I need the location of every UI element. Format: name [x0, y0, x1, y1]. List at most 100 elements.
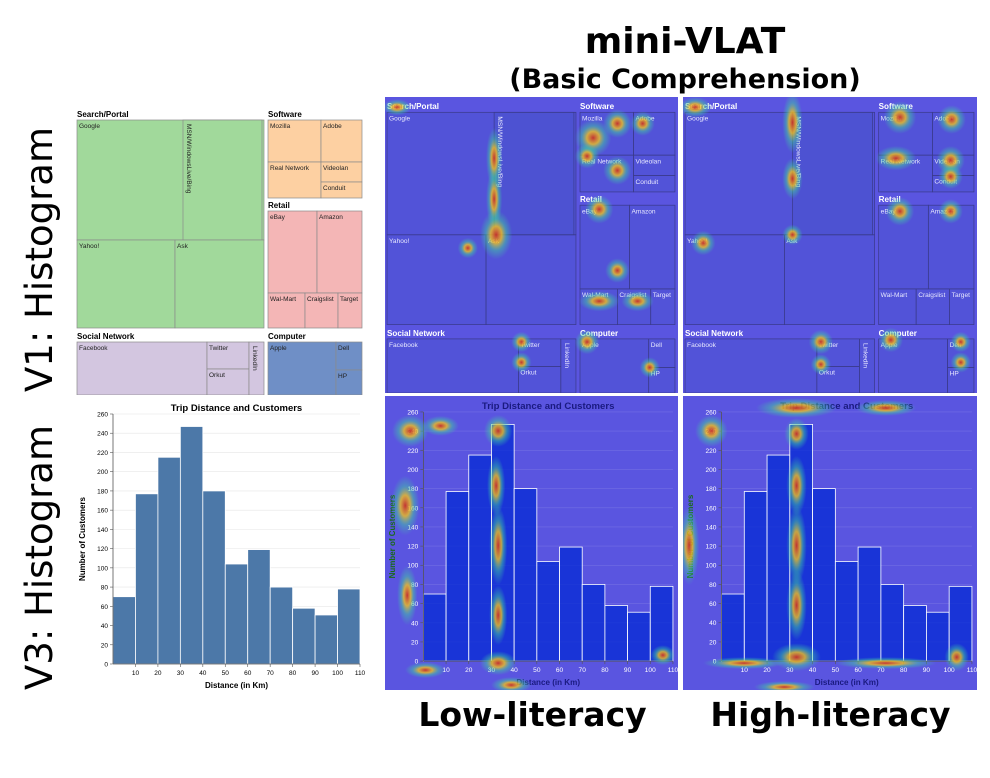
histogram-bar	[422, 593, 447, 662]
treemap-item-label-msn-windowslive-bing: MSN/WindowsLive/Bing	[795, 116, 802, 187]
histogram-bar	[202, 490, 226, 665]
x-tick-label: 80	[900, 667, 908, 674]
row-label-v1: V1: Histogram	[18, 126, 61, 392]
heatmap-hotspot	[695, 414, 728, 447]
x-tick-label: 100	[944, 667, 955, 674]
y-tick-label: 80	[709, 582, 717, 589]
heatmap-hotspot	[938, 164, 963, 189]
histogram-bar	[903, 605, 927, 662]
y-tick-label: 120	[407, 544, 418, 551]
treemap-cell-adobe	[320, 119, 363, 163]
treemap-item-label-real-network: Real Network	[270, 165, 310, 172]
histogram-bar	[314, 614, 338, 665]
y-tick-label: 100	[705, 563, 716, 570]
treemap-original: Search/Portal Google MSN/WindowsLive/Bing Y…	[75, 105, 365, 396]
treemap-cell-dell	[335, 341, 363, 371]
histogram-bar	[559, 546, 583, 662]
heatmap-hotspot	[855, 399, 917, 416]
treemap-cell-yahoo	[76, 239, 176, 329]
heatmap-hotspot	[603, 109, 632, 138]
histogram-bar	[812, 488, 836, 662]
treemap-group-label-social-network: Social Network	[77, 332, 135, 341]
treemap-item-label-amazon: Amazon	[319, 214, 343, 221]
heatmap-hotspot	[950, 352, 971, 373]
treemap-cell-msn-windowslive-bing	[493, 111, 575, 236]
heatmap-hotspot	[397, 565, 418, 626]
heatmap-hotspot	[944, 643, 969, 672]
heatmap-hotspot	[703, 657, 785, 670]
heatmap-hotspot	[782, 224, 803, 245]
treemap-cell-craigslist	[304, 292, 339, 329]
heatmap-hotspot	[578, 290, 620, 312]
y-tick-label: 0	[415, 659, 419, 666]
heatmap-hotspot	[605, 258, 630, 283]
treemap-cell-wal-mart	[267, 292, 306, 329]
treemap-item-label-google: Google	[687, 115, 709, 122]
treemap-item-label-orkut: Orkut	[819, 370, 835, 377]
x-axis-label: Distance (in Km)	[205, 681, 268, 690]
x-tick-label: 110	[355, 670, 365, 677]
heatmap-hotspot	[479, 210, 513, 260]
heatmap-hotspot	[639, 357, 660, 378]
treemap-cell-msn-windowslive-bing	[182, 119, 263, 241]
treemap-item-label-wal-mart: Wal-Mart	[270, 296, 296, 303]
x-tick-label: 10	[442, 667, 450, 674]
histogram-bar	[536, 561, 560, 662]
treemap-item-label-orkut: Orkut	[520, 370, 536, 377]
x-tick-label: 110	[967, 667, 977, 674]
x-tick-label: 100	[332, 670, 343, 677]
treemap-cell-conduit	[633, 175, 676, 193]
histogram-bar	[627, 611, 651, 662]
x-axis-label: Distance (in Km)	[815, 678, 879, 687]
treemap-svg: Search/PortalGoogleMSN/WindowsLive/BingY…	[678, 91, 977, 394]
treemap-item-label-videolan: Videolan	[636, 158, 662, 165]
treemap-cell-orkut	[206, 368, 250, 396]
x-tick-label: 30	[786, 667, 794, 674]
histogram-original: Trip Distance and Customers 0 20 40 60 80 100 1…	[75, 398, 366, 693]
heatmap-hotspot	[489, 585, 508, 646]
treemap-group-label-computer: Computer	[580, 329, 619, 338]
histogram-svg: Trip Distance and Customers 0 20 40 60 80 100 1…	[78, 403, 366, 690]
treemap-group-label-search-portal: Search/Portal	[77, 110, 129, 119]
heatmap-hotspot	[691, 230, 716, 256]
heatmap-hotspot	[772, 643, 821, 672]
x-tick-label: 20	[154, 670, 162, 677]
heatmap-hotspot	[938, 199, 963, 224]
y-axis-label: Number of Customers	[388, 494, 397, 578]
x-tick-label: 60	[556, 667, 564, 674]
treemap-group-label-social-network: Social Network	[685, 329, 744, 338]
x-tick-label: 60	[244, 670, 252, 677]
treemap-cell-apple	[267, 341, 337, 396]
y-tick-label: 40	[101, 623, 109, 630]
treemap-cell-amazon	[629, 204, 676, 290]
histogram-bar	[766, 454, 791, 662]
heatmap-hotspot	[405, 662, 446, 679]
treemap-cell-facebook	[76, 341, 208, 396]
heatmap-hotspot	[950, 331, 971, 353]
heatmap-hotspot	[782, 91, 803, 154]
heatmap-hotspot	[511, 331, 532, 353]
x-tick-label: 40	[809, 667, 817, 674]
treemap-cell-target	[949, 288, 975, 325]
heatmap-hotspot	[678, 97, 712, 118]
treemap-cell-mozilla	[267, 119, 322, 163]
heatmap-hotspot	[585, 194, 614, 224]
heatmap-hotspot	[382, 99, 412, 116]
y-tick-label: 220	[407, 448, 418, 455]
x-tick-label: 90	[311, 670, 319, 677]
heatmap-hotspot	[630, 111, 655, 136]
heatmap-hotspot	[883, 101, 917, 134]
x-tick-label: 90	[624, 667, 632, 674]
heatmap-hotspot	[784, 417, 809, 450]
treemap-item-label-google: Google	[79, 123, 100, 130]
y-tick-label: 240	[97, 431, 108, 438]
heatmap-hotspot	[650, 645, 675, 666]
treemap-item-label-yahoo: Yahoo!	[389, 238, 409, 245]
x-tick-label: 20	[763, 667, 771, 674]
treemap-item-label-facebook: Facebook	[79, 345, 108, 352]
treemap-item-label-adobe: Adobe	[323, 123, 342, 130]
heatmap-hotspot	[392, 414, 429, 447]
treemap-cell-ask	[174, 239, 265, 329]
chart-title: Trip Distance and Customers	[780, 401, 913, 412]
